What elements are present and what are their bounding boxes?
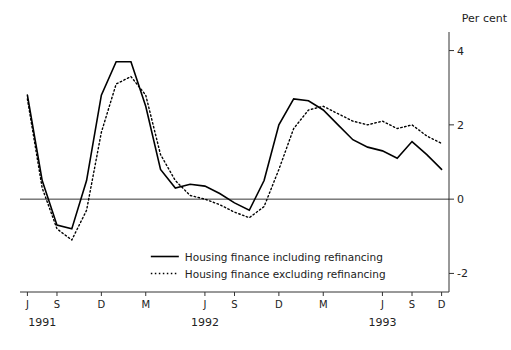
x-tick-label: S [409, 299, 415, 310]
legend-swatch [151, 256, 179, 258]
year-label: 1992 [191, 316, 219, 329]
year-label: 1991 [28, 316, 56, 329]
y-tick-label: -2 [457, 267, 468, 280]
x-tick-label: S [54, 299, 60, 310]
y-tick [449, 199, 454, 200]
x-tick [382, 292, 383, 296]
x-tick [234, 292, 235, 296]
x-tick-label: M [141, 299, 150, 310]
y-tick-label: 2 [457, 119, 464, 132]
x-tick-label: J [25, 299, 29, 310]
year-label: 1993 [368, 316, 396, 329]
x-tick [412, 292, 413, 296]
x-tick [441, 292, 442, 296]
x-tick [27, 292, 28, 296]
legend: Housing finance including refinancing Hou… [151, 251, 386, 280]
x-tick-label: D [275, 299, 283, 310]
y-tick-label: 0 [457, 193, 464, 206]
chart: -2 0 2 4 Per cent J S D M J S D M J S D 1991 1992 1993 Hous… [0, 0, 511, 350]
y-tick [449, 273, 454, 274]
x-tick-label: M [319, 299, 328, 310]
legend-label: Housing finance including refinancing [185, 251, 383, 263]
series-line [27, 62, 441, 229]
x-tick-label: J [380, 299, 384, 310]
x-tick-label: J [202, 299, 206, 310]
x-tick [145, 292, 146, 296]
legend-label: Housing finance excluding refinancing [185, 268, 386, 280]
y-tick-label: 4 [457, 45, 464, 58]
x-tick [278, 292, 279, 296]
y-axis-label: Per cent [462, 12, 508, 25]
x-tick-label: D [438, 299, 446, 310]
x-tick [101, 292, 102, 296]
y-tick [449, 50, 454, 51]
x-tick [204, 292, 205, 296]
plot-area [27, 62, 441, 240]
zero-line [20, 199, 449, 200]
series-line [27, 77, 441, 240]
legend-swatch [151, 273, 179, 274]
x-tick-label: D [98, 299, 106, 310]
y-tick [449, 124, 454, 125]
x-tick-label: S [231, 299, 237, 310]
x-tick [56, 292, 57, 296]
x-tick [323, 292, 324, 296]
y-axis-line [449, 32, 450, 292]
